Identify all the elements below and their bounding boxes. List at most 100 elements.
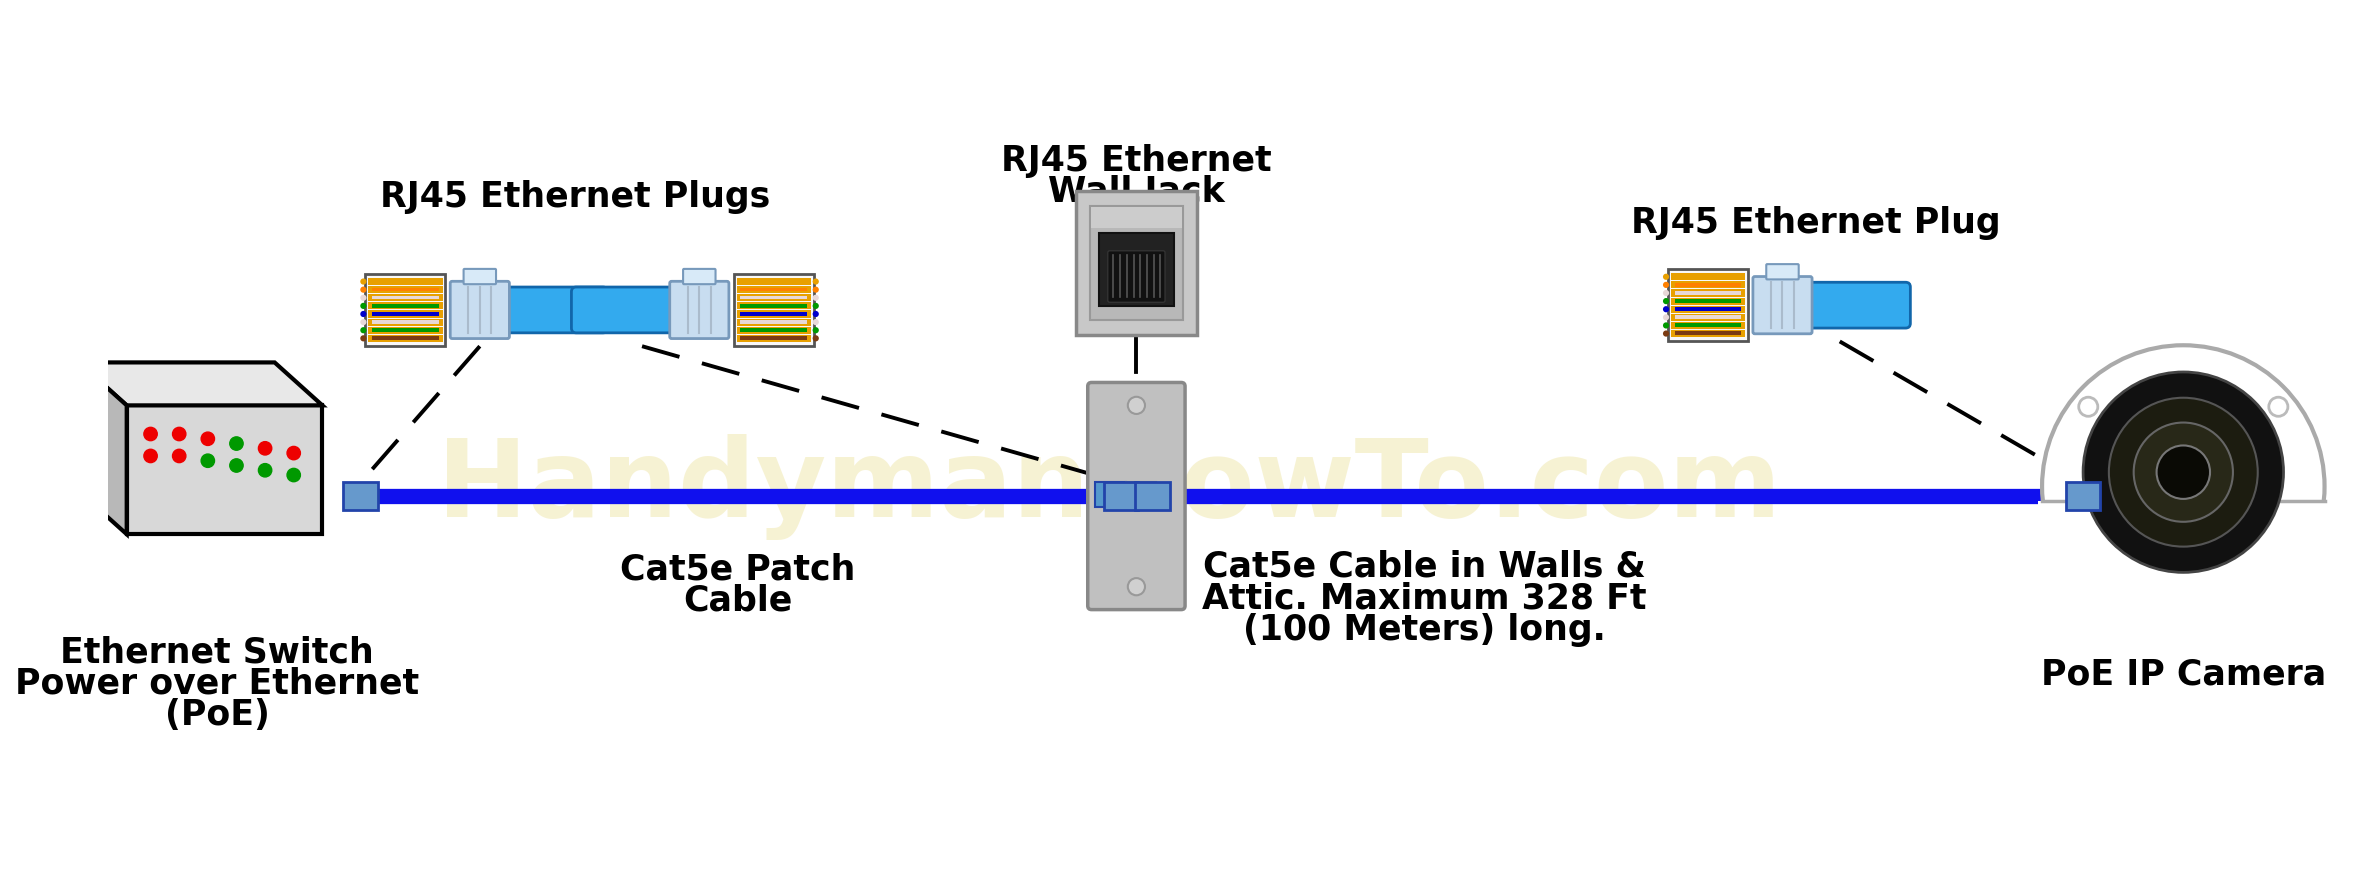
Circle shape: [361, 335, 365, 342]
Circle shape: [361, 303, 365, 309]
Circle shape: [1664, 307, 1669, 313]
Circle shape: [361, 328, 365, 334]
Text: (PoE): (PoE): [165, 698, 269, 732]
Bar: [735, 335, 811, 342]
Circle shape: [288, 468, 299, 482]
Circle shape: [361, 279, 365, 285]
Circle shape: [1664, 290, 1669, 296]
FancyBboxPatch shape: [2067, 482, 2100, 511]
Bar: [1671, 282, 1744, 289]
Circle shape: [361, 288, 365, 294]
Bar: [1673, 283, 1742, 288]
Bar: [372, 304, 438, 308]
Bar: [1673, 308, 1742, 311]
Bar: [365, 275, 445, 347]
FancyBboxPatch shape: [1087, 383, 1186, 610]
Bar: [2039, 501, 2329, 634]
Bar: [372, 321, 438, 324]
Circle shape: [1664, 275, 1669, 281]
Circle shape: [1127, 397, 1146, 415]
Circle shape: [2157, 446, 2211, 500]
Bar: [1673, 324, 1742, 328]
Bar: [735, 287, 811, 294]
Circle shape: [1664, 282, 1669, 289]
Bar: [372, 289, 438, 292]
Text: Power over Ethernet: Power over Ethernet: [14, 667, 420, 700]
Bar: [1673, 275, 1742, 279]
Text: RJ45 Ethernet Plugs: RJ45 Ethernet Plugs: [379, 180, 771, 214]
Bar: [1671, 322, 1744, 329]
Bar: [368, 295, 443, 302]
Polygon shape: [80, 363, 127, 534]
Circle shape: [2110, 398, 2258, 547]
Bar: [368, 335, 443, 342]
Circle shape: [2270, 398, 2289, 417]
Bar: [740, 313, 806, 316]
Bar: [735, 303, 811, 310]
Bar: [1669, 269, 1749, 342]
Circle shape: [200, 433, 214, 446]
Circle shape: [813, 303, 818, 309]
Circle shape: [200, 454, 214, 468]
Bar: [1673, 332, 1742, 335]
FancyBboxPatch shape: [1091, 208, 1183, 229]
Bar: [368, 287, 443, 294]
Bar: [372, 296, 438, 300]
Bar: [1671, 290, 1744, 297]
FancyBboxPatch shape: [1103, 482, 1138, 511]
Circle shape: [144, 450, 158, 463]
Polygon shape: [127, 406, 323, 534]
Text: Ethernet Switch: Ethernet Switch: [61, 634, 375, 668]
Circle shape: [2084, 373, 2284, 573]
Bar: [735, 319, 811, 326]
Circle shape: [2079, 398, 2098, 417]
Text: Cat5e Patch: Cat5e Patch: [620, 552, 856, 586]
Circle shape: [361, 320, 365, 326]
FancyBboxPatch shape: [1096, 482, 1127, 507]
Circle shape: [813, 279, 818, 285]
Bar: [368, 279, 443, 286]
FancyBboxPatch shape: [344, 482, 377, 511]
FancyBboxPatch shape: [1098, 234, 1174, 307]
FancyBboxPatch shape: [669, 282, 728, 339]
FancyBboxPatch shape: [1765, 265, 1798, 280]
Circle shape: [813, 328, 818, 334]
Circle shape: [813, 288, 818, 294]
Circle shape: [172, 450, 186, 463]
Circle shape: [1664, 331, 1669, 337]
Bar: [740, 289, 806, 292]
FancyBboxPatch shape: [464, 269, 495, 285]
Circle shape: [813, 311, 818, 318]
FancyBboxPatch shape: [684, 269, 717, 285]
Bar: [740, 296, 806, 300]
Circle shape: [1127, 579, 1146, 595]
Text: RJ45 Ethernet Plug: RJ45 Ethernet Plug: [1631, 206, 2001, 240]
FancyBboxPatch shape: [1089, 207, 1183, 321]
Text: Attic. Maximum 328 Ft: Attic. Maximum 328 Ft: [1202, 580, 1648, 614]
Circle shape: [229, 437, 243, 451]
FancyBboxPatch shape: [1805, 283, 1912, 328]
Bar: [735, 295, 811, 302]
Bar: [740, 337, 806, 341]
Bar: [740, 328, 806, 333]
Text: Wall Jack: Wall Jack: [1049, 176, 1226, 209]
Text: HandymanHowTo.com: HandymanHowTo.com: [438, 434, 1782, 540]
Circle shape: [813, 335, 818, 342]
Text: RJ45 Ethernet: RJ45 Ethernet: [1002, 143, 1273, 178]
Bar: [368, 311, 443, 318]
Bar: [1671, 315, 1744, 322]
FancyBboxPatch shape: [570, 288, 676, 334]
Bar: [740, 280, 806, 284]
Bar: [372, 313, 438, 316]
Circle shape: [1664, 315, 1669, 321]
Bar: [368, 319, 443, 326]
Circle shape: [288, 447, 299, 461]
Bar: [372, 328, 438, 333]
FancyBboxPatch shape: [1077, 191, 1197, 335]
Bar: [1673, 291, 1742, 295]
Bar: [372, 337, 438, 341]
Circle shape: [361, 311, 365, 318]
Circle shape: [259, 464, 271, 477]
Bar: [1671, 306, 1744, 314]
FancyBboxPatch shape: [502, 288, 608, 334]
